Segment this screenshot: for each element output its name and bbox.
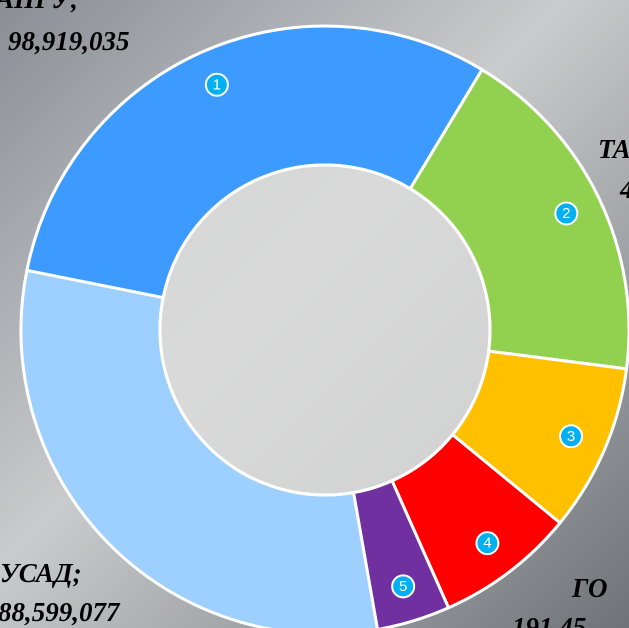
callout-label: 98,919,035 <box>8 26 130 56</box>
marker-label: 1 <box>213 76 221 93</box>
marker-label: 4 <box>483 535 491 552</box>
marker-label: 2 <box>562 205 570 222</box>
callout-label: ТА <box>598 134 629 164</box>
donut-hole <box>160 165 490 495</box>
chart: 1 2 3 4 5 АНГУ; 98,919,035 ТА 4 УСАД; 88,599,077 ГО… <box>0 0 629 628</box>
marker-label: 5 <box>399 578 407 595</box>
callout-label: 191,45 <box>512 612 586 628</box>
callout-label: АНГУ; <box>0 0 79 14</box>
callout-label: 88,599,077 <box>0 597 121 627</box>
marker-label: 3 <box>567 428 575 445</box>
callout-label: ГО <box>571 573 607 603</box>
callout-label: 4 <box>619 174 629 204</box>
callout-label: УСАД; <box>0 558 82 588</box>
